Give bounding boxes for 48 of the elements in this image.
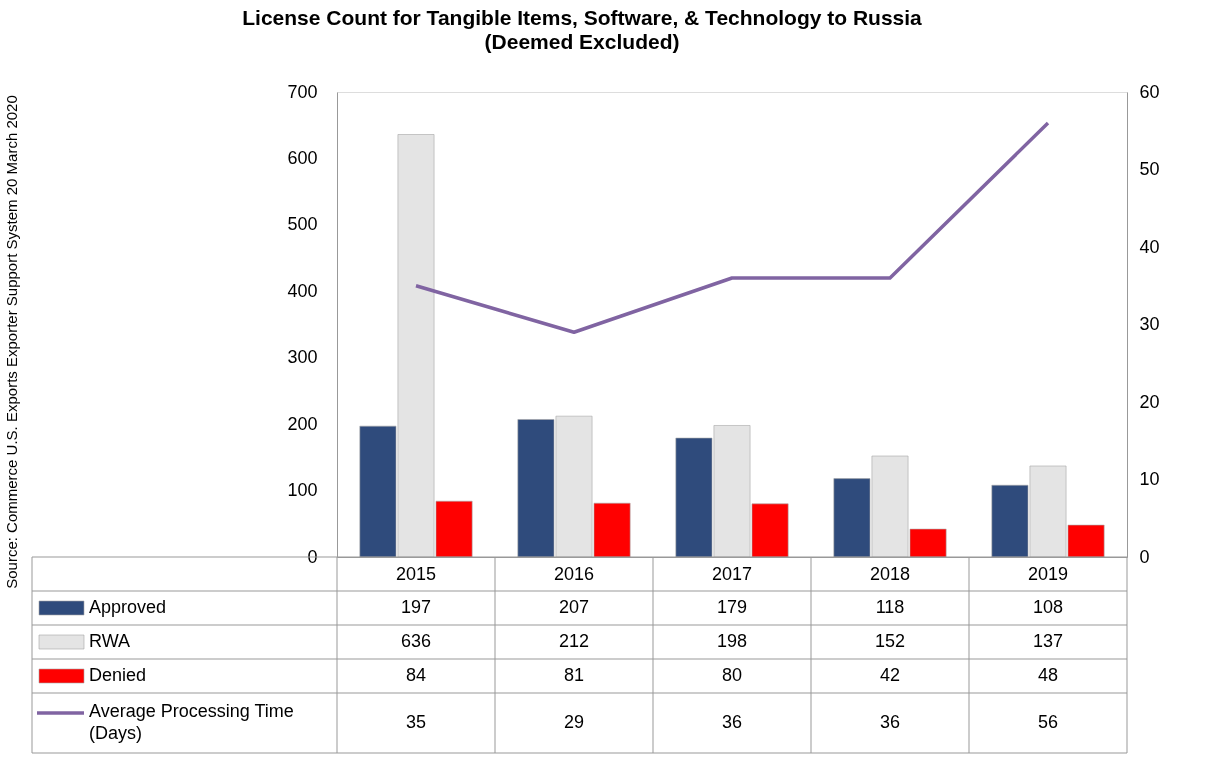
data-label: 118 (875, 597, 905, 617)
legend-label: Denied (89, 665, 147, 685)
data-label: 137 (1032, 631, 1064, 651)
data-label: 636 (400, 631, 432, 651)
legend-label: Average Processing Time (Days) (89, 701, 294, 743)
data-label: 42 (879, 665, 901, 685)
data-label: 81 (563, 665, 585, 685)
data-label: 84 (405, 665, 427, 685)
data-label: 179 (716, 597, 748, 617)
x-tick-label: 2015 (395, 563, 437, 584)
legend-label: RWA (89, 631, 131, 651)
y-tick-label: 0 (307, 546, 318, 567)
y2-tick-label: 40 (1139, 236, 1160, 257)
data-label: 80 (721, 665, 743, 685)
y2-tick-label: 50 (1139, 159, 1160, 179)
legend-label: Approved (89, 597, 167, 617)
x-tick-label: 2017 (711, 563, 753, 584)
data-label: 108 (1032, 597, 1064, 617)
y2-tick-label: 10 (1139, 469, 1160, 489)
y2-tick-label: 30 (1139, 314, 1160, 334)
x-tick-label: 2019 (1027, 563, 1069, 584)
y-tick-label: 600 (287, 147, 318, 168)
source-note: Source: Commerce U.S. Exports Exporter Support System 20 March 2020 (3, 95, 20, 589)
data-label: 36 (879, 712, 901, 732)
y-tick-label: 400 (287, 280, 318, 301)
data-label: 212 (558, 631, 590, 651)
y2-tick-label: 20 (1139, 391, 1160, 412)
data-label: 48 (1037, 665, 1059, 685)
data-label: 198 (716, 631, 748, 651)
data-label: 152 (874, 631, 906, 651)
y-tick-label: 700 (287, 81, 318, 102)
data-label: 56 (1037, 712, 1059, 732)
chart-title: License Count for Tangible Items, Software, & Technology to Russia (242, 6, 923, 29)
y2-tick-label: 0 (1139, 546, 1150, 567)
data-label: 36 (721, 712, 743, 732)
data-label: 29 (563, 712, 585, 732)
x-tick-label: 2016 (553, 563, 595, 584)
data-label: 197 (400, 597, 432, 617)
y-tick-label: 100 (287, 480, 318, 501)
y-tick-label: 500 (287, 214, 318, 235)
y2-tick-label: 60 (1139, 81, 1160, 102)
data-label: 35 (405, 712, 427, 732)
y-tick-label: 200 (287, 413, 318, 434)
x-tick-label: 2018 (869, 563, 911, 584)
data-label: 207 (558, 597, 590, 617)
line-series (414, 121, 1050, 334)
chart-subtitle: (Deemed Excluded) (484, 30, 680, 53)
y-tick-label: 300 (287, 347, 318, 368)
